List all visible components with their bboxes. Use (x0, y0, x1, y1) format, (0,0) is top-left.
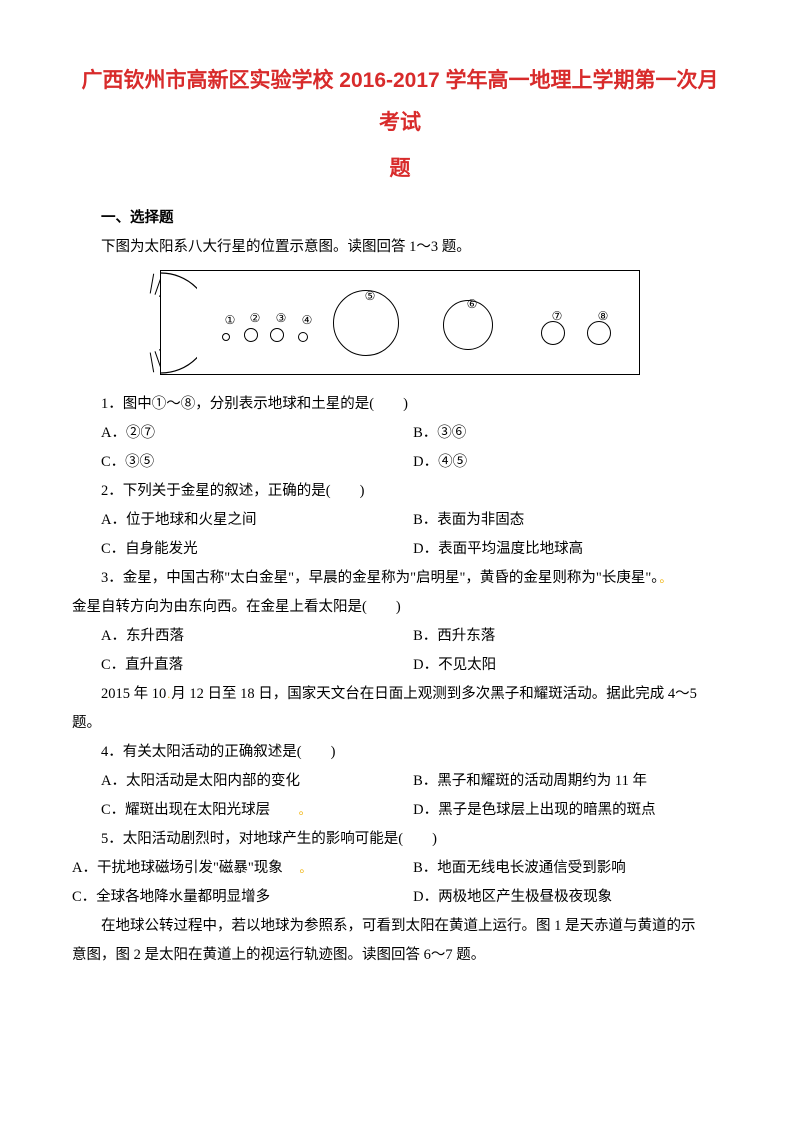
planet-label-3: ③ (270, 311, 292, 326)
solar-system-diagram: ①②③④ ⑤ ⑥ ⑦ ⑧ (72, 270, 728, 380)
q4-option-a: A．太阳活动是太阳内部的变化 (72, 767, 413, 796)
passage-intro-1: 下图为太阳系八大行星的位置示意图。读图回答 1～3 题。 (72, 233, 728, 262)
q4-stem: 4．有关太阳活动的正确叙述是( ) (72, 738, 728, 767)
planet-label-7: ⑦ (546, 309, 568, 324)
q3-option-a: A．东升西落 (72, 622, 413, 651)
q5-option-d: D．两极地区产生极昼极夜现象 (413, 883, 728, 912)
planet-4 (298, 332, 308, 342)
planet-1 (222, 333, 230, 341)
q4-options-row2: C．耀斑出现在太阳光球层 。 D．黑子是色球层上出现的暗黑的斑点 (72, 796, 728, 825)
passage-intro-3-line2: 意图，图 2 是太阳在黄道上的视运行轨迹图。读图回答 6～7 题。 (72, 941, 728, 970)
q5-options-row2: C．全球各地降水量都明显增多 D．两极地区产生极昼极夜现象 (72, 883, 728, 912)
page-title-line2: 题 (72, 148, 728, 190)
q5-stem: 5．太阳活动剧烈时，对地球产生的影响可能是( ) (72, 825, 728, 854)
q5-option-c: C．全球各地降水量都明显增多 (72, 883, 413, 912)
q4-options-row1: A．太阳活动是太阳内部的变化 B．黑子和耀斑的活动周期约为 11 年 (72, 767, 728, 796)
q1-option-b: B．③⑥ (413, 419, 728, 448)
q3-stem-text2: 金星自转方向为由东向西。在金星上看太阳是( ) (72, 599, 401, 615)
q1-option-c: C．③⑤ (72, 448, 413, 477)
q2-options-row2: C．自身能发光 D．表面平均温度比地球高 (72, 535, 728, 564)
q4-option-b: B．黑子和耀斑的活动周期约为 11 年 (413, 767, 728, 796)
q2-option-b: B．表面为非固态 (413, 506, 728, 535)
planet-label-1: ① (219, 313, 241, 328)
q3-stem-line2: 金星自转方向为由东向西。在金星上看太阳是( ) (72, 593, 728, 622)
highlight-dot-icon: 。 (286, 861, 312, 875)
q5-a-text: A．干扰地球磁场引发"磁暴"现象 (72, 860, 283, 876)
q3-option-c: C．直升直落 (72, 651, 413, 680)
intro2-text1-b: 月 12 日至 18 日，国家天文台在日面上观测到多次黑子和耀斑活动。据此完成 … (171, 686, 697, 702)
q2-option-d: D．表面平均温度比地球高 (413, 535, 728, 564)
q5-option-a: A．干扰地球磁场引发"磁暴"现象 。 (72, 854, 413, 883)
planet-2 (244, 328, 258, 342)
q2-option-a: A．位于地球和火星之间 (72, 506, 413, 535)
q5-d-text: D．两极地区产生极昼极夜现象 (413, 889, 612, 905)
planet-label-8: ⑧ (592, 309, 614, 324)
q3-stem-line1: 3．金星，中国古称"太白金星"，早晨的金星称为"启明星"，黄昏的金星则称为"长庚… (72, 564, 728, 593)
q5-option-b: B．地面无线电长波通信受到影响 (413, 854, 728, 883)
q4-c-text: C．耀斑出现在太阳光球层 (101, 802, 270, 818)
q1-options-row1: A．②⑦ B．③⑥ (72, 419, 728, 448)
planet-label-6: ⑥ (461, 297, 483, 312)
q4-option-c: C．耀斑出现在太阳光球层 。 (72, 796, 413, 825)
planet-label-2: ② (244, 311, 266, 326)
intro2-text1-a: 2015 年 10 (101, 686, 166, 702)
planet-3 (270, 328, 284, 342)
q4-option-d: D．黑子是色球层上出现的暗黑的斑点 (413, 796, 728, 825)
passage-intro-3-line1: 在地球公转过程中，若以地球为参照系，可看到太阳在黄道上运行。图 1 是天赤道与黄… (72, 912, 728, 941)
q1-stem: 1．图中①～⑧，分别表示地球和土星的是( ) (72, 390, 728, 419)
q3-options-row2: C．直升直落 D．不见太阳 (72, 651, 728, 680)
q2-option-c: C．自身能发光 (72, 535, 413, 564)
q5-options-row1: A．干扰地球磁场引发"磁暴"现象 。 B．地面无线电长波通信受到影响 (72, 854, 728, 883)
q2-options-row1: A．位于地球和火星之间 B．表面为非固态 (72, 506, 728, 535)
highlight-dot-icon: 。 (274, 803, 312, 817)
q3-option-d: D．不见太阳 (413, 651, 728, 680)
passage-intro-2-line2: 题。 (72, 709, 728, 738)
highlight-dot-icon: 。 (659, 571, 673, 585)
q2-stem: 2．下列关于金星的叙述，正确的是( ) (72, 477, 728, 506)
planet-label-4: ④ (296, 313, 318, 328)
q1-option-d: D．④⑤ (413, 448, 728, 477)
passage-intro-2-line1: 2015 年 10.月 12 日至 18 日，国家天文台在日面上观测到多次黑子和… (72, 680, 728, 709)
q1-options-row2: C．③⑤ D．④⑤ (72, 448, 728, 477)
q3-option-b: B．西升东落 (413, 622, 728, 651)
page-title-line1: 广西钦州市高新区实验学校 2016-2017 学年高一地理上学期第一次月考试 (72, 60, 728, 144)
q3-options-row1: A．东升西落 B．西升东落 (72, 622, 728, 651)
planet-8 (587, 321, 611, 345)
q1-option-a: A．②⑦ (72, 419, 413, 448)
diagram-frame: ①②③④ ⑤ ⑥ ⑦ ⑧ (160, 270, 640, 375)
sun-icon (125, 268, 197, 378)
q3-stem-text1: 3．金星，中国古称"太白金星"，早晨的金星称为"启明星"，黄昏的金星则称为"长庚… (101, 570, 659, 586)
planet-7 (541, 321, 565, 345)
section-heading-1: 一、选择题 (72, 204, 728, 233)
planet-label-5: ⑤ (359, 289, 381, 304)
